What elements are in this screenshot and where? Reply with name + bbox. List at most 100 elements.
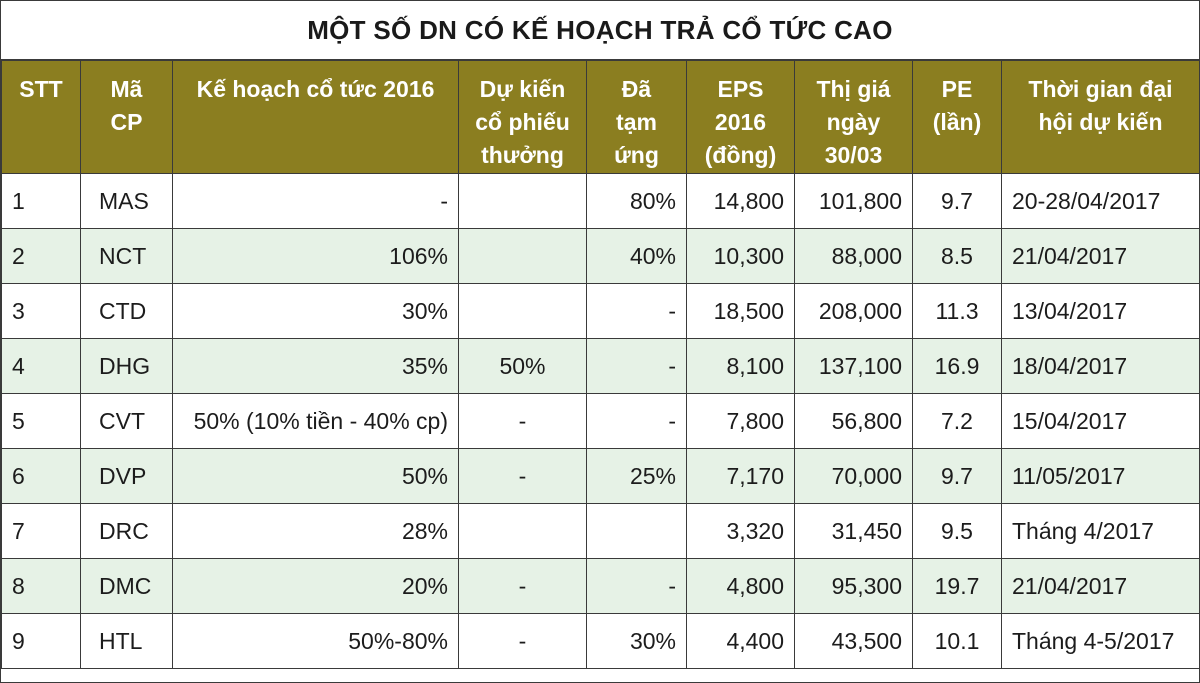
- header-line: ngày: [826, 109, 881, 135]
- header-stt: STT: [1, 60, 81, 174]
- cell-thoi-gian: 13/04/2017: [1001, 283, 1200, 339]
- cell-thi-gia: 43,500: [794, 613, 913, 669]
- table-row: 3 CTD 30% -18,500 208,000 11.3 13/04/2017: [1, 283, 1200, 339]
- cell-ke-hoach-co-tuc: 106%: [172, 228, 459, 284]
- table-row: 5 CVT 50% (10% tiền - 40% cp) - -7,800 56,800…: [1, 393, 1200, 449]
- cell-stt: 8: [1, 558, 81, 614]
- cell-da-tam-ung: [586, 503, 687, 559]
- cell-stt: 9: [1, 613, 81, 669]
- cell-thoi-gian: 21/04/2017: [1001, 228, 1200, 284]
- header-line: (lần): [932, 109, 982, 135]
- cell-da-tam-ung: -: [586, 393, 687, 449]
- cell-thoi-gian: 21/04/2017: [1001, 558, 1200, 614]
- header-line: thưởng: [481, 142, 564, 168]
- cell-ma-cp: DMC: [80, 558, 173, 614]
- cell-eps: 7,800: [686, 393, 795, 449]
- header-thoi-gian-dai-hoi: Thời gian đại hội dự kiến: [1001, 60, 1200, 174]
- cell-co-phieu-thuong: [458, 503, 587, 559]
- cell-pe: 19.7: [912, 558, 1002, 614]
- header-line: Thời gian đại: [1028, 76, 1173, 102]
- cell-pe: 16.9: [912, 338, 1002, 394]
- cell-stt: 5: [1, 393, 81, 449]
- cell-ma-cp: DRC: [80, 503, 173, 559]
- table-row: 7 DRC 28% 3,320 31,450 9.5 Tháng 4/2017: [1, 503, 1200, 559]
- cell-pe: 9.7: [912, 448, 1002, 504]
- cell-ma-cp: DVP: [80, 448, 173, 504]
- header-line: Kế hoạch cổ tức 2016: [196, 76, 435, 102]
- cell-stt: 6: [1, 448, 81, 504]
- header-pe: PE (lần): [912, 60, 1002, 174]
- cell-da-tam-ung: -: [586, 338, 687, 394]
- table-row: 9 HTL 50%-80% -30% 4,400 43,500 10.1 Tháng 4-5/…: [1, 613, 1200, 669]
- header-line: CP: [110, 109, 143, 135]
- cell-ke-hoach-co-tuc: 28%: [172, 503, 459, 559]
- cell-eps: 10,300: [686, 228, 795, 284]
- dividend-table: STT Mã CP Kế hoạch cổ tức 2016 Dự kiến cổ phi…: [1, 60, 1200, 669]
- cell-thi-gia: 88,000: [794, 228, 913, 284]
- cell-thi-gia: 95,300: [794, 558, 913, 614]
- cell-da-tam-ung: 30%: [586, 613, 687, 669]
- cell-pe: 11.3: [912, 283, 1002, 339]
- cell-eps: 18,500: [686, 283, 795, 339]
- cell-eps: 4,800: [686, 558, 795, 614]
- table-row: 6 DVP 50% -25% 7,170 70,000 9.7 11/05/2017: [1, 448, 1200, 504]
- header-line: hội dự kiến: [1038, 109, 1163, 135]
- cell-thoi-gian: Tháng 4/2017: [1001, 503, 1200, 559]
- cell-eps: 14,800: [686, 173, 795, 229]
- cell-da-tam-ung: 40%: [586, 228, 687, 284]
- header-eps-2016: EPS 2016 (đồng): [686, 60, 795, 174]
- table-title: MỘT SỐ DN CÓ KẾ HOẠCH TRẢ CỔ TỨC CAO: [1, 1, 1199, 60]
- cell-co-phieu-thuong: -: [458, 393, 587, 449]
- cell-ma-cp: DHG: [80, 338, 173, 394]
- table-row: 8 DMC 20% - -4,800 95,300 19.7 21/04/2017: [1, 558, 1200, 614]
- header-ke-hoach-co-tuc: Kế hoạch cổ tức 2016: [172, 60, 459, 174]
- header-row: STT Mã CP Kế hoạch cổ tức 2016 Dự kiến cổ phi…: [1, 60, 1200, 174]
- cell-pe: 8.5: [912, 228, 1002, 284]
- cell-thi-gia: 56,800: [794, 393, 913, 449]
- cell-co-phieu-thuong: [458, 283, 587, 339]
- header-line: tạm: [616, 109, 657, 135]
- cell-ke-hoach-co-tuc: -: [172, 173, 459, 229]
- cell-ke-hoach-co-tuc: 50% (10% tiền - 40% cp): [172, 393, 459, 449]
- cell-eps: 7,170: [686, 448, 795, 504]
- cell-thoi-gian: Tháng 4-5/2017: [1001, 613, 1200, 669]
- cell-thoi-gian: 15/04/2017: [1001, 393, 1200, 449]
- header-line: STT: [19, 76, 63, 102]
- header-line: EPS: [717, 76, 764, 102]
- cell-thi-gia: 137,100: [794, 338, 913, 394]
- cell-thi-gia: 70,000: [794, 448, 913, 504]
- header-thi-gia: Thị giá ngày 30/03: [794, 60, 913, 174]
- cell-co-phieu-thuong: [458, 228, 587, 284]
- cell-thoi-gian: 18/04/2017: [1001, 338, 1200, 394]
- cell-co-phieu-thuong: -: [458, 613, 587, 669]
- header-line: Đã: [621, 76, 652, 102]
- cell-stt: 2: [1, 228, 81, 284]
- header-line: PE: [941, 76, 973, 102]
- cell-pe: 7.2: [912, 393, 1002, 449]
- cell-thoi-gian: 20-28/04/2017: [1001, 173, 1200, 229]
- cell-pe: 9.7: [912, 173, 1002, 229]
- header-line: 30/03: [824, 142, 883, 168]
- cell-ke-hoach-co-tuc: 30%: [172, 283, 459, 339]
- cell-stt: 1: [1, 173, 81, 229]
- cell-thi-gia: 208,000: [794, 283, 913, 339]
- cell-stt: 4: [1, 338, 81, 394]
- cell-stt: 3: [1, 283, 81, 339]
- cell-co-phieu-thuong: -: [458, 558, 587, 614]
- cell-ke-hoach-co-tuc: 35%: [172, 338, 459, 394]
- header-line: Thị giá: [816, 76, 891, 102]
- header-line: ứng: [614, 142, 659, 168]
- cell-da-tam-ung: 80%: [586, 173, 687, 229]
- table-body: 1 MAS -80% 14,800 101,800 9.7 20-28/04/2017 2 NC…: [1, 173, 1200, 669]
- cell-eps: 8,100: [686, 338, 795, 394]
- header-line: (đồng): [704, 142, 777, 168]
- cell-thi-gia: 101,800: [794, 173, 913, 229]
- cell-ma-cp: MAS: [80, 173, 173, 229]
- cell-thi-gia: 31,450: [794, 503, 913, 559]
- cell-co-phieu-thuong: 50%: [458, 338, 587, 394]
- header-ma-cp: Mã CP: [80, 60, 173, 174]
- table-row: 1 MAS - 80% 14,800 101,800 9.7 20-28/04/2017: [1, 173, 1200, 229]
- cell-stt: 7: [1, 503, 81, 559]
- cell-co-phieu-thuong: -: [458, 448, 587, 504]
